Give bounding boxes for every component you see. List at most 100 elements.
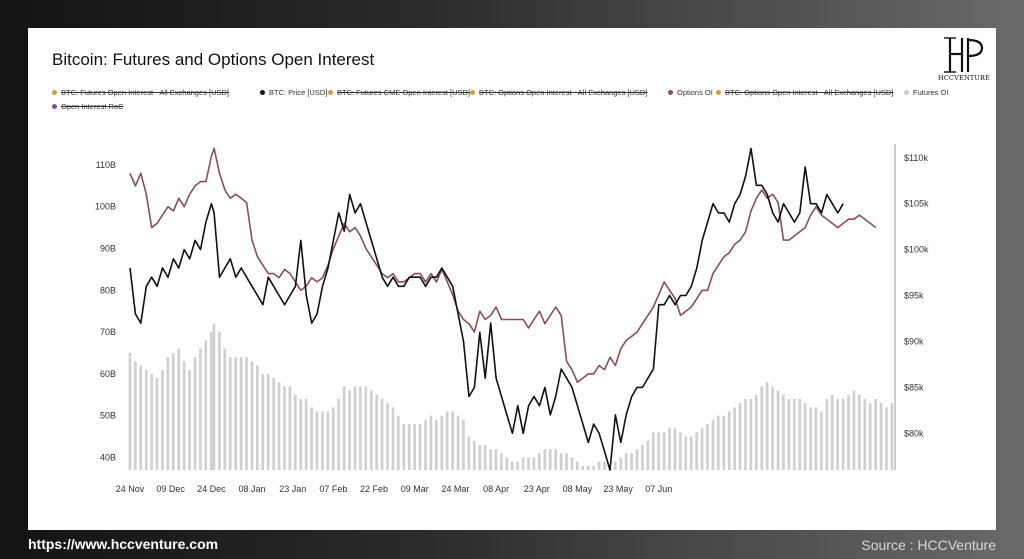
- futures-oi-bar: [787, 398, 791, 470]
- futures-oi-bar: [294, 394, 297, 470]
- legend-label: Options OI: [677, 88, 713, 97]
- futures-oi-bar: [331, 407, 335, 470]
- futures-oi-bar: [266, 373, 270, 470]
- x-axis-tick-label: 07 Feb: [319, 484, 347, 494]
- futures-oi-bar: [586, 465, 590, 470]
- legend-dot-icon: [668, 89, 673, 95]
- futures-oi-bar: [760, 386, 764, 470]
- futures-oi-bar: [776, 390, 780, 470]
- futures-oi-bar: [193, 357, 197, 470]
- futures-oi-bar: [500, 453, 503, 470]
- futures-oi-bar: [177, 348, 181, 470]
- futures-oi-bar: [749, 398, 753, 470]
- legend-item[interactable]: BTC: Options Open Interest - All Exchang…: [716, 88, 893, 97]
- futures-oi-bar: [505, 457, 509, 470]
- futures-oi-bar: [223, 348, 227, 470]
- futures-oi-bar: [543, 449, 547, 470]
- x-axis-tick-label: 08 Jan: [239, 484, 266, 494]
- futures-oi-bar: [538, 453, 541, 470]
- legend-dot-icon: [716, 89, 721, 95]
- hccventure-logo: HCCVENTURE: [936, 34, 992, 86]
- futures-oi-bar: [161, 369, 164, 470]
- chart-legend: BTC: Futures Open Interest - All Exchang…: [52, 86, 982, 116]
- futures-oi-bar: [462, 419, 465, 470]
- legend-label: BTC: Futures Open Interest - All Exchang…: [61, 88, 229, 97]
- futures-oi-bar: [299, 398, 303, 470]
- futures-oi-bar: [204, 340, 208, 470]
- left-axis-tick-label: 50B: [100, 411, 116, 421]
- right-axis-tick-label: $80k: [904, 428, 924, 438]
- legend-item[interactable]: BTC: Futures CME Open Interest [USD]: [328, 88, 470, 97]
- futures-oi-bar: [139, 365, 143, 470]
- futures-oi-bar: [402, 424, 406, 470]
- futures-oi-bar: [272, 378, 275, 470]
- left-axis-tick-label: 90B: [100, 243, 116, 253]
- futures-oi-bar: [516, 461, 519, 470]
- futures-oi-bar: [733, 407, 736, 470]
- legend-label: BTC: Futures CME Open Interest [USD]: [337, 88, 470, 97]
- futures-oi-bar: [673, 428, 677, 470]
- futures-oi-bar: [858, 394, 861, 470]
- futures-oi-bar: [315, 411, 319, 470]
- futures-oi-bar: [847, 394, 850, 470]
- btc-price-line: [129, 147, 844, 471]
- futures-oi-bar: [657, 432, 660, 470]
- futures-oi-bar: [337, 398, 341, 470]
- futures-oi-bar: [521, 457, 525, 470]
- futures-oi-bar: [250, 361, 254, 470]
- legend-item[interactable]: BTC: Options Open Interest - All Exchang…: [470, 88, 647, 97]
- futures-oi-bar: [188, 369, 191, 470]
- futures-oi-bar: [744, 398, 747, 470]
- futures-oi-bar: [874, 398, 877, 470]
- futures-oi-bar: [619, 457, 623, 470]
- legend-item[interactable]: BTC: Price [USD]: [260, 88, 327, 97]
- futures-oi-bar: [717, 415, 720, 470]
- website-url[interactable]: https://www.hccventure.com: [28, 536, 219, 552]
- source-credit: Source : HCCVenture: [861, 537, 996, 553]
- futures-oi-bar: [218, 332, 221, 470]
- futures-oi-bar: [239, 357, 243, 470]
- x-axis-tick-label: 09 Dec: [156, 484, 185, 494]
- futures-oi-bar: [407, 424, 411, 470]
- futures-oi-bar: [283, 386, 286, 470]
- futures-oi-bar: [771, 386, 774, 470]
- futures-oi-bar: [651, 432, 655, 470]
- futures-oi-bar: [738, 403, 742, 470]
- futures-oi-bar: [256, 365, 259, 470]
- legend-label: BTC: Options Open Interest - All Exchang…: [479, 88, 648, 97]
- left-axis-tick-label: 40B: [100, 452, 116, 462]
- futures-oi-bar: [695, 432, 698, 470]
- futures-oi-bar: [288, 386, 292, 470]
- legend-dot-icon: [904, 89, 909, 95]
- futures-oi-bar: [375, 394, 378, 470]
- futures-oi-bar: [782, 394, 785, 470]
- legend-item[interactable]: Options OI: [668, 88, 713, 97]
- futures-oi-bar: [212, 323, 216, 470]
- futures-oi-bar: [565, 453, 568, 470]
- legend-dot-icon: [470, 89, 475, 95]
- legend-label: BTC: Price [USD]: [269, 88, 328, 97]
- futures-oi-bar: [711, 419, 715, 470]
- futures-oi-bar: [144, 369, 148, 470]
- futures-oi-bar: [684, 436, 688, 470]
- futures-oi-bar: [825, 398, 829, 470]
- futures-oi-bar: [792, 398, 796, 470]
- futures-oi-bar: [359, 386, 362, 470]
- legend-dot-icon: [52, 89, 57, 95]
- futures-oi-bar: [890, 403, 894, 470]
- futures-oi-bar: [413, 424, 416, 470]
- x-axis-tick-label: 22 Feb: [360, 484, 388, 494]
- futures-oi-bar: [234, 357, 237, 470]
- legend-item[interactable]: BTC: Futures Open Interest - All Exchang…: [52, 88, 229, 97]
- futures-oi-bar: [386, 403, 389, 470]
- left-axis-tick-label: 70B: [100, 327, 116, 337]
- legend-item[interactable]: Futures OI: [904, 88, 948, 97]
- futures-oi-bar: [510, 461, 514, 470]
- futures-oi-bar: [755, 394, 758, 470]
- legend-dot-icon: [260, 89, 265, 95]
- chart-card: Bitcoin: Futures and Options Open Intere…: [28, 28, 996, 530]
- legend-item[interactable]: Open Interest RoC: [52, 102, 124, 111]
- futures-oi-bar: [554, 449, 557, 470]
- futures-oi-bar: [689, 436, 693, 470]
- futures-oi-bar: [581, 465, 585, 470]
